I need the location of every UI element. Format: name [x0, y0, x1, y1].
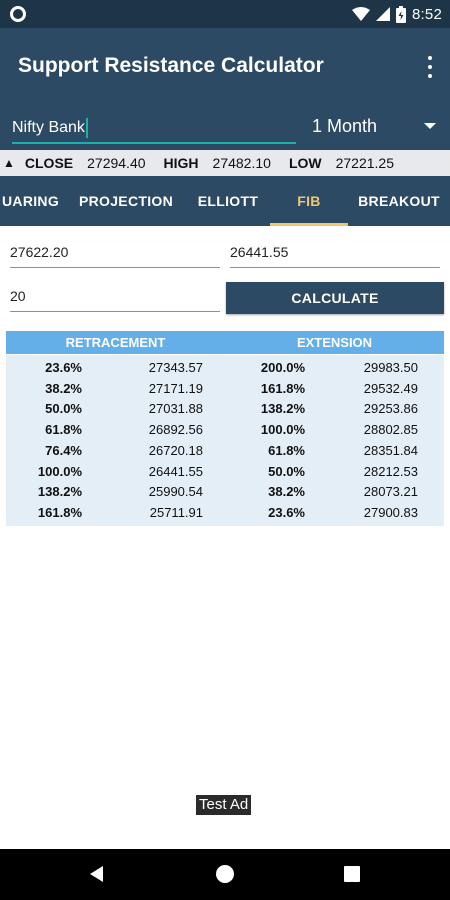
result-row: 61.8% 26892.56 100.0% 28802.85 [6, 419, 444, 440]
symbol-search-field[interactable] [12, 114, 296, 144]
result-row: 23.6% 27343.57 200.0% 29983.50 [6, 357, 444, 378]
high-label: HIGH [163, 155, 199, 171]
high-price-field[interactable] [10, 238, 220, 268]
extension-header: EXTENSION [296, 335, 373, 350]
retracement-percent: 61.8% [45, 422, 82, 438]
results-header: RETRACEMENT EXTENSION [6, 331, 444, 355]
tab-elliott[interactable]: ELLIOTT [197, 193, 259, 209]
high-price-input[interactable] [10, 238, 220, 266]
retracement-value: 27171.19 [148, 380, 203, 396]
status-icons: 8:52 [352, 4, 442, 24]
retracement-percent: 23.6% [45, 359, 82, 375]
retracement-value: 26892.56 [148, 422, 203, 438]
extension-value: 29983.50 [363, 359, 418, 375]
retracement-percent: 138.2% [37, 484, 82, 500]
close-label: CLOSE [24, 155, 74, 171]
period-dropdown[interactable]: 1 Month [312, 112, 436, 140]
low-price-input[interactable] [230, 238, 440, 266]
calculator-tabs: UARING PROJECTION ELLIOTT FIB BREAKOUT [0, 176, 450, 226]
extension-percent: 23.6% [268, 505, 305, 521]
symbol-input[interactable] [12, 114, 296, 142]
low-price-field[interactable] [230, 238, 440, 268]
extension-percent: 100.0% [260, 422, 305, 438]
retracement-header: RETRACEMENT [65, 335, 166, 350]
result-row: 76.4% 26720.18 61.8% 28351.84 [6, 440, 444, 461]
extension-value: 28351.84 [363, 442, 418, 458]
more-vertical-icon[interactable] [426, 56, 434, 78]
fib-results-table: RETRACEMENT EXTENSION 23.6% 27343.57 200.0… [6, 331, 444, 526]
status-bar: 8:52 [0, 0, 450, 28]
period-selected-value: 1 Month [312, 115, 378, 136]
back-icon[interactable] [90, 866, 103, 882]
retracement-percent: 38.2% [45, 380, 82, 396]
results-body: 23.6% 27343.57 200.0% 29983.50 38.2% 27171.19… [6, 355, 444, 526]
tab-squaring[interactable]: UARING [2, 193, 60, 209]
status-time: 8:52 [412, 5, 442, 23]
extension-value: 28212.53 [363, 463, 418, 479]
cell-signal-icon [376, 7, 390, 21]
extension-percent: 38.2% [268, 484, 305, 500]
extension-percent: 200.0% [260, 359, 305, 375]
result-row: 50.0% 27031.88 138.2% 29253.86 [6, 399, 444, 420]
retracement-value: 25990.54 [148, 484, 203, 500]
wifi-icon [352, 7, 370, 21]
test-ad-banner[interactable]: Test Ad [196, 795, 252, 815]
close-value: 27294.40 [87, 155, 146, 171]
battery-icon [396, 5, 406, 23]
result-row: 100.0% 26441.55 50.0% 28212.53 [6, 461, 444, 482]
calculate-button[interactable]: CALCULATE [226, 282, 444, 314]
low-label: LOW [288, 155, 322, 171]
dropdown-arrow-icon [424, 123, 436, 129]
up-arrow-icon: ▲ [3, 156, 15, 170]
retracement-percent: 50.0% [45, 401, 82, 417]
recents-icon[interactable] [344, 866, 360, 882]
text-cursor [86, 118, 88, 138]
extension-value: 27900.83 [363, 505, 418, 521]
tab-fib[interactable]: FIB [270, 176, 348, 226]
extension-value: 28802.85 [363, 422, 418, 438]
tab-breakout[interactable]: BREAKOUT [358, 193, 440, 209]
extension-value: 28073.21 [363, 484, 418, 500]
result-row: 161.8% 25711.91 23.6% 27900.83 [6, 502, 444, 523]
navigation-bar [0, 849, 450, 900]
low-value: 27221.25 [335, 155, 394, 171]
high-value: 27482.10 [212, 155, 271, 171]
retracement-value: 27343.57 [148, 359, 203, 375]
result-row: 38.2% 27171.19 161.8% 29532.49 [6, 378, 444, 399]
extension-percent: 161.8% [260, 380, 305, 396]
extension-value: 29253.86 [363, 401, 418, 417]
extension-percent: 138.2% [260, 401, 305, 417]
result-row: 138.2% 25990.54 38.2% 28073.21 [6, 482, 444, 503]
tab-projection[interactable]: PROJECTION [78, 193, 173, 209]
retracement-value: 26441.55 [148, 463, 203, 479]
extension-percent: 61.8% [268, 442, 305, 458]
app-title: Support Resistance Calculator [18, 54, 324, 77]
home-icon[interactable] [216, 865, 234, 883]
retracement-value: 25711.91 [149, 505, 203, 521]
retracement-value: 27031.88 [148, 401, 203, 417]
retracement-value: 26720.18 [148, 442, 203, 458]
retracement-percent: 161.8% [37, 505, 82, 521]
price-ticker: ▲ CLOSE 27294.40 HIGH 27482.10 LOW 27221… [0, 150, 450, 176]
app-bar: Support Resistance Calculator 1 Month [0, 28, 450, 150]
extension-percent: 50.0% [268, 463, 305, 479]
third-value-field[interactable] [10, 282, 220, 312]
notification-circle-icon [10, 6, 26, 22]
extension-value: 29532.49 [363, 380, 418, 396]
retracement-percent: 76.4% [45, 442, 82, 458]
retracement-percent: 100.0% [37, 463, 82, 479]
third-value-input[interactable] [10, 282, 220, 310]
